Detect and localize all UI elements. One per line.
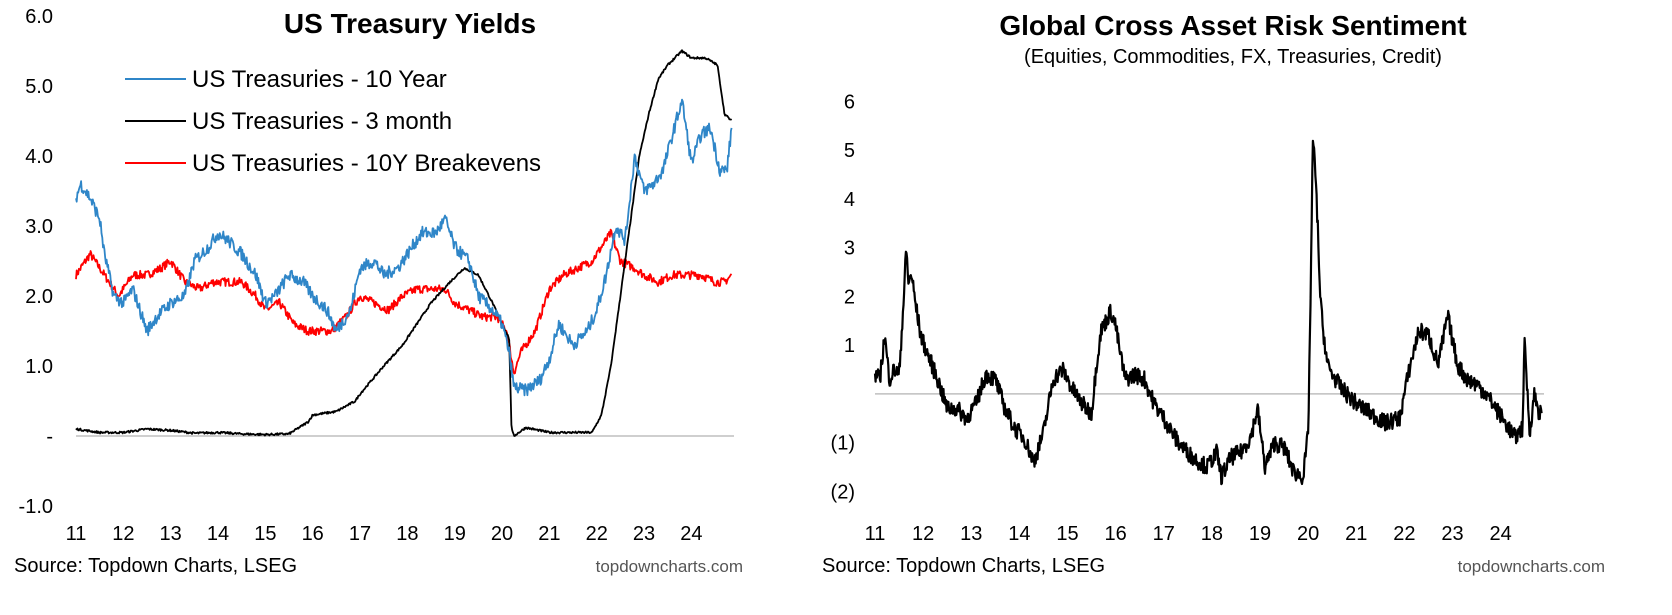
y-tick-label: 1 [844, 335, 855, 357]
x-tick-label: 19 [444, 523, 466, 545]
x-tick-label: 15 [254, 523, 276, 545]
y-tick-label: 1.0 [25, 356, 53, 378]
x-tick-label: 24 [680, 523, 702, 545]
x-tick-label: 23 [1441, 523, 1463, 545]
x-tick-label: 15 [1056, 523, 1078, 545]
source-label: Source: Topdown Charts, LSEG [14, 555, 297, 577]
x-tick-label: 13 [160, 523, 182, 545]
x-tick-label: 11 [66, 523, 87, 545]
chart-subtitle: (Equities, Commodities, FX, Treasuries, … [1024, 46, 1442, 68]
y-tick-label: 2.0 [25, 286, 53, 308]
x-tick-label: 20 [1297, 523, 1319, 545]
x-tick-label: 14 [207, 523, 229, 545]
legend-label: US Treasuries - 3 month [192, 108, 452, 135]
x-tick-label: 11 [865, 523, 886, 545]
y-tick-label: 5 [844, 140, 855, 162]
x-tick-label: 17 [349, 523, 371, 545]
legend-label: US Treasuries - 10 Year [192, 66, 447, 93]
y-tick-label: 5.0 [25, 76, 53, 98]
y-tick-label: 6.0 [25, 6, 53, 28]
legend: US Treasuries - 10 Year US Treasuries - 3… [125, 66, 541, 177]
x-tick-label: 21 [538, 523, 560, 545]
risk-sentiment-chart: Global Cross Asset Risk Sentiment (Equit… [822, 10, 1605, 577]
x-tick-label: 24 [1490, 523, 1512, 545]
x-tick-label: 12 [912, 523, 934, 545]
legend-label: US Treasuries - 10Y Breakevens [192, 150, 541, 177]
y-tick-label: 3.0 [25, 216, 53, 238]
y-tick-label: 6 [844, 91, 855, 113]
y-axis-ticks: 6.0 5.0 4.0 3.0 2.0 1.0 - -1.0 [19, 6, 53, 518]
x-tick-label: 12 [112, 523, 134, 545]
x-tick-label: 14 [1008, 523, 1030, 545]
watermark: topdowncharts.com [1458, 557, 1605, 576]
x-tick-label: 22 [586, 523, 608, 545]
y-tick-label: (1) [831, 433, 855, 455]
source-label: Source: Topdown Charts, LSEG [822, 555, 1105, 577]
risk-sentiment-panel: Global Cross Asset Risk Sentiment (Equit… [822, 0, 1672, 615]
x-tick-label: 18 [1201, 523, 1223, 545]
x-tick-label: 17 [1153, 523, 1175, 545]
y-tick-label: (2) [831, 481, 855, 503]
x-tick-label: 16 [1105, 523, 1127, 545]
series-line-sentiment [873, 139, 1543, 486]
y-tick-label: 3 [844, 238, 855, 260]
x-tick-label: 18 [396, 523, 418, 545]
y-tick-label: 4 [844, 189, 855, 211]
x-tick-label: 23 [633, 523, 655, 545]
x-tick-label: 22 [1393, 523, 1415, 545]
y-axis-ticks: 6 5 4 3 2 1 (1) (2) [831, 91, 855, 503]
x-tick-label: 21 [1345, 523, 1367, 545]
series-line-breakevens [75, 228, 733, 375]
y-tick-label: - [46, 426, 53, 448]
series-line-ten-year [75, 98, 733, 397]
y-tick-label: -1.0 [19, 496, 53, 518]
chart-title: Global Cross Asset Risk Sentiment [999, 10, 1466, 41]
series-line-three-month [75, 49, 733, 437]
x-tick-label: 19 [1249, 523, 1271, 545]
x-tick-label: 16 [302, 523, 324, 545]
y-tick-label: 4.0 [25, 146, 53, 168]
x-axis-ticks: 11 12 13 14 15 16 17 18 19 20 21 22 23 24 [66, 523, 703, 545]
x-tick-label: 13 [960, 523, 982, 545]
chart-title: US Treasury Yields [284, 8, 536, 39]
series-group [873, 139, 1543, 486]
series-group [75, 49, 733, 437]
treasury-yields-panel: US Treasury Yields 6.0 5.0 4.0 3.0 2.0 1.0 - -1… [0, 0, 800, 615]
treasury-yields-chart: US Treasury Yields 6.0 5.0 4.0 3.0 2.0 1.0 - -1… [14, 6, 743, 577]
y-tick-label: 2 [844, 286, 855, 308]
x-tick-label: 20 [491, 523, 513, 545]
watermark: topdowncharts.com [596, 557, 743, 576]
x-axis-ticks: 11 12 13 14 15 16 17 18 19 20 21 22 23 24 [865, 523, 1512, 545]
